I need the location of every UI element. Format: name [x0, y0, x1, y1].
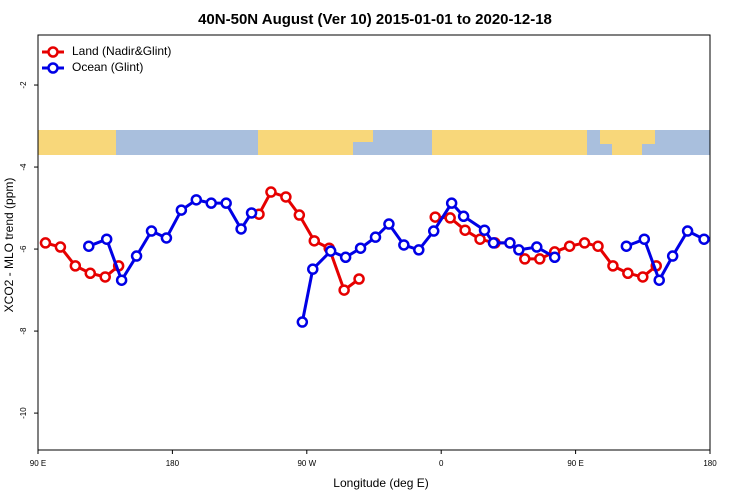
data-point	[519, 253, 531, 265]
data-point	[607, 260, 619, 272]
data-point	[339, 251, 352, 264]
data-point	[487, 237, 500, 249]
data-point	[190, 194, 203, 206]
y-tick-label: -10	[19, 407, 28, 419]
data-point	[457, 210, 470, 223]
data-point	[653, 274, 665, 286]
x-tick-label: 90 E	[30, 459, 46, 468]
data-point	[592, 240, 604, 252]
data-point	[115, 274, 128, 286]
data-point	[145, 225, 158, 237]
x-tick-label: 0	[439, 459, 444, 468]
legend-marker	[47, 46, 59, 58]
data-point	[698, 233, 710, 245]
chart-title: 40N-50N August (Ver 10) 2015-01-01 to 20…	[198, 11, 552, 28]
data-point	[369, 231, 382, 243]
data-point	[398, 239, 410, 251]
x-tick-label: 180	[703, 459, 717, 468]
data-point	[296, 316, 309, 328]
data-point	[445, 197, 458, 209]
data-point	[504, 237, 516, 249]
legend-label: Ocean (Glint)	[72, 60, 143, 74]
data-point	[666, 250, 679, 262]
data-point	[83, 240, 95, 252]
data-point	[324, 245, 337, 257]
legend-marker	[47, 62, 59, 74]
data-point	[338, 284, 350, 296]
data-point	[478, 224, 491, 236]
data-point	[637, 271, 649, 283]
data-point	[681, 225, 694, 237]
data-point	[513, 244, 525, 256]
data-point	[427, 225, 440, 237]
data-point	[280, 191, 292, 203]
data-point	[245, 207, 258, 219]
y-tick-label: -2	[19, 81, 28, 89]
data-point	[39, 237, 52, 249]
plot-frame	[37, 34, 711, 451]
data-point	[534, 253, 546, 265]
x-tick-label: 180	[166, 459, 180, 468]
data-point	[459, 224, 471, 236]
data-point	[205, 197, 217, 209]
data-point	[69, 260, 82, 272]
legend-label: Land (Nadir&Glint)	[72, 44, 171, 58]
data-point	[413, 244, 425, 256]
x-axis-label: Longitude (deg E)	[333, 476, 428, 490]
y-axis-label: XCO2 - MLO trend (ppm)	[2, 178, 16, 313]
data-point	[160, 232, 173, 244]
data-point	[531, 241, 543, 253]
data-point	[622, 267, 634, 280]
data-point	[308, 235, 321, 247]
y-tick-label: -4	[19, 163, 28, 171]
data-point	[474, 233, 486, 245]
data-point	[548, 251, 561, 264]
data-point	[54, 241, 67, 253]
y-tick-label: -8	[19, 327, 28, 335]
series-line	[45, 190, 658, 293]
data-point	[383, 218, 395, 230]
map-strip	[38, 130, 710, 155]
data-point	[354, 242, 367, 254]
data-point	[265, 186, 277, 198]
data-point	[307, 263, 319, 275]
data-point	[99, 271, 111, 283]
data-point	[84, 267, 97, 280]
data-point	[130, 250, 143, 262]
data-point	[100, 233, 113, 245]
x-tick-label: 90 E	[567, 459, 583, 468]
data-point	[293, 209, 306, 221]
data-point	[235, 223, 247, 235]
data-point	[638, 233, 651, 245]
data-point	[444, 212, 456, 224]
data-point	[429, 211, 441, 223]
data-point	[175, 204, 188, 216]
x-tick-label: 90 W	[297, 459, 316, 468]
data-point	[578, 237, 591, 249]
data-point	[620, 240, 633, 252]
data-point	[353, 273, 365, 285]
data-point	[563, 240, 576, 252]
y-tick-label: -6	[19, 245, 28, 253]
data-point	[220, 197, 232, 209]
